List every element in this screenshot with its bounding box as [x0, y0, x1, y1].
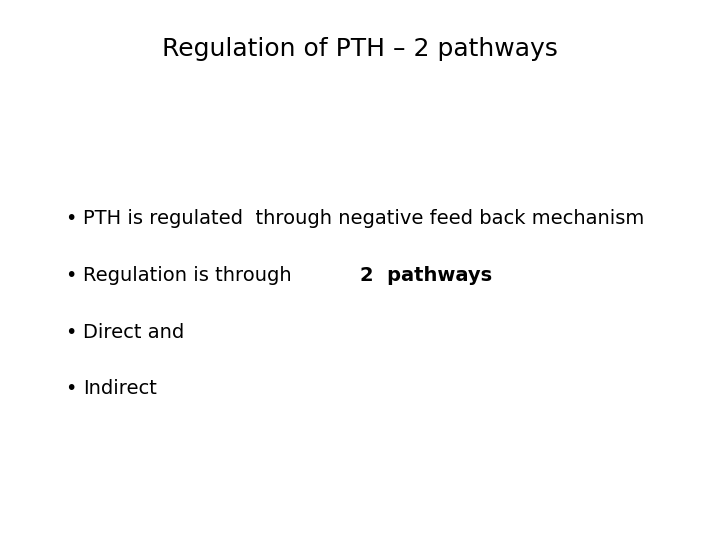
Text: Regulation is through: Regulation is through: [83, 266, 297, 285]
Text: •: •: [65, 322, 76, 342]
Text: Regulation of PTH – 2 pathways: Regulation of PTH – 2 pathways: [162, 37, 558, 60]
Text: Direct and: Direct and: [83, 322, 184, 342]
Text: 2  pathways: 2 pathways: [360, 266, 492, 285]
Text: Indirect: Indirect: [83, 379, 157, 399]
Text: •: •: [65, 379, 76, 399]
Text: PTH is regulated  through negative feed back mechanism: PTH is regulated through negative feed b…: [83, 209, 644, 228]
Text: •: •: [65, 209, 76, 228]
Text: •: •: [65, 266, 76, 285]
